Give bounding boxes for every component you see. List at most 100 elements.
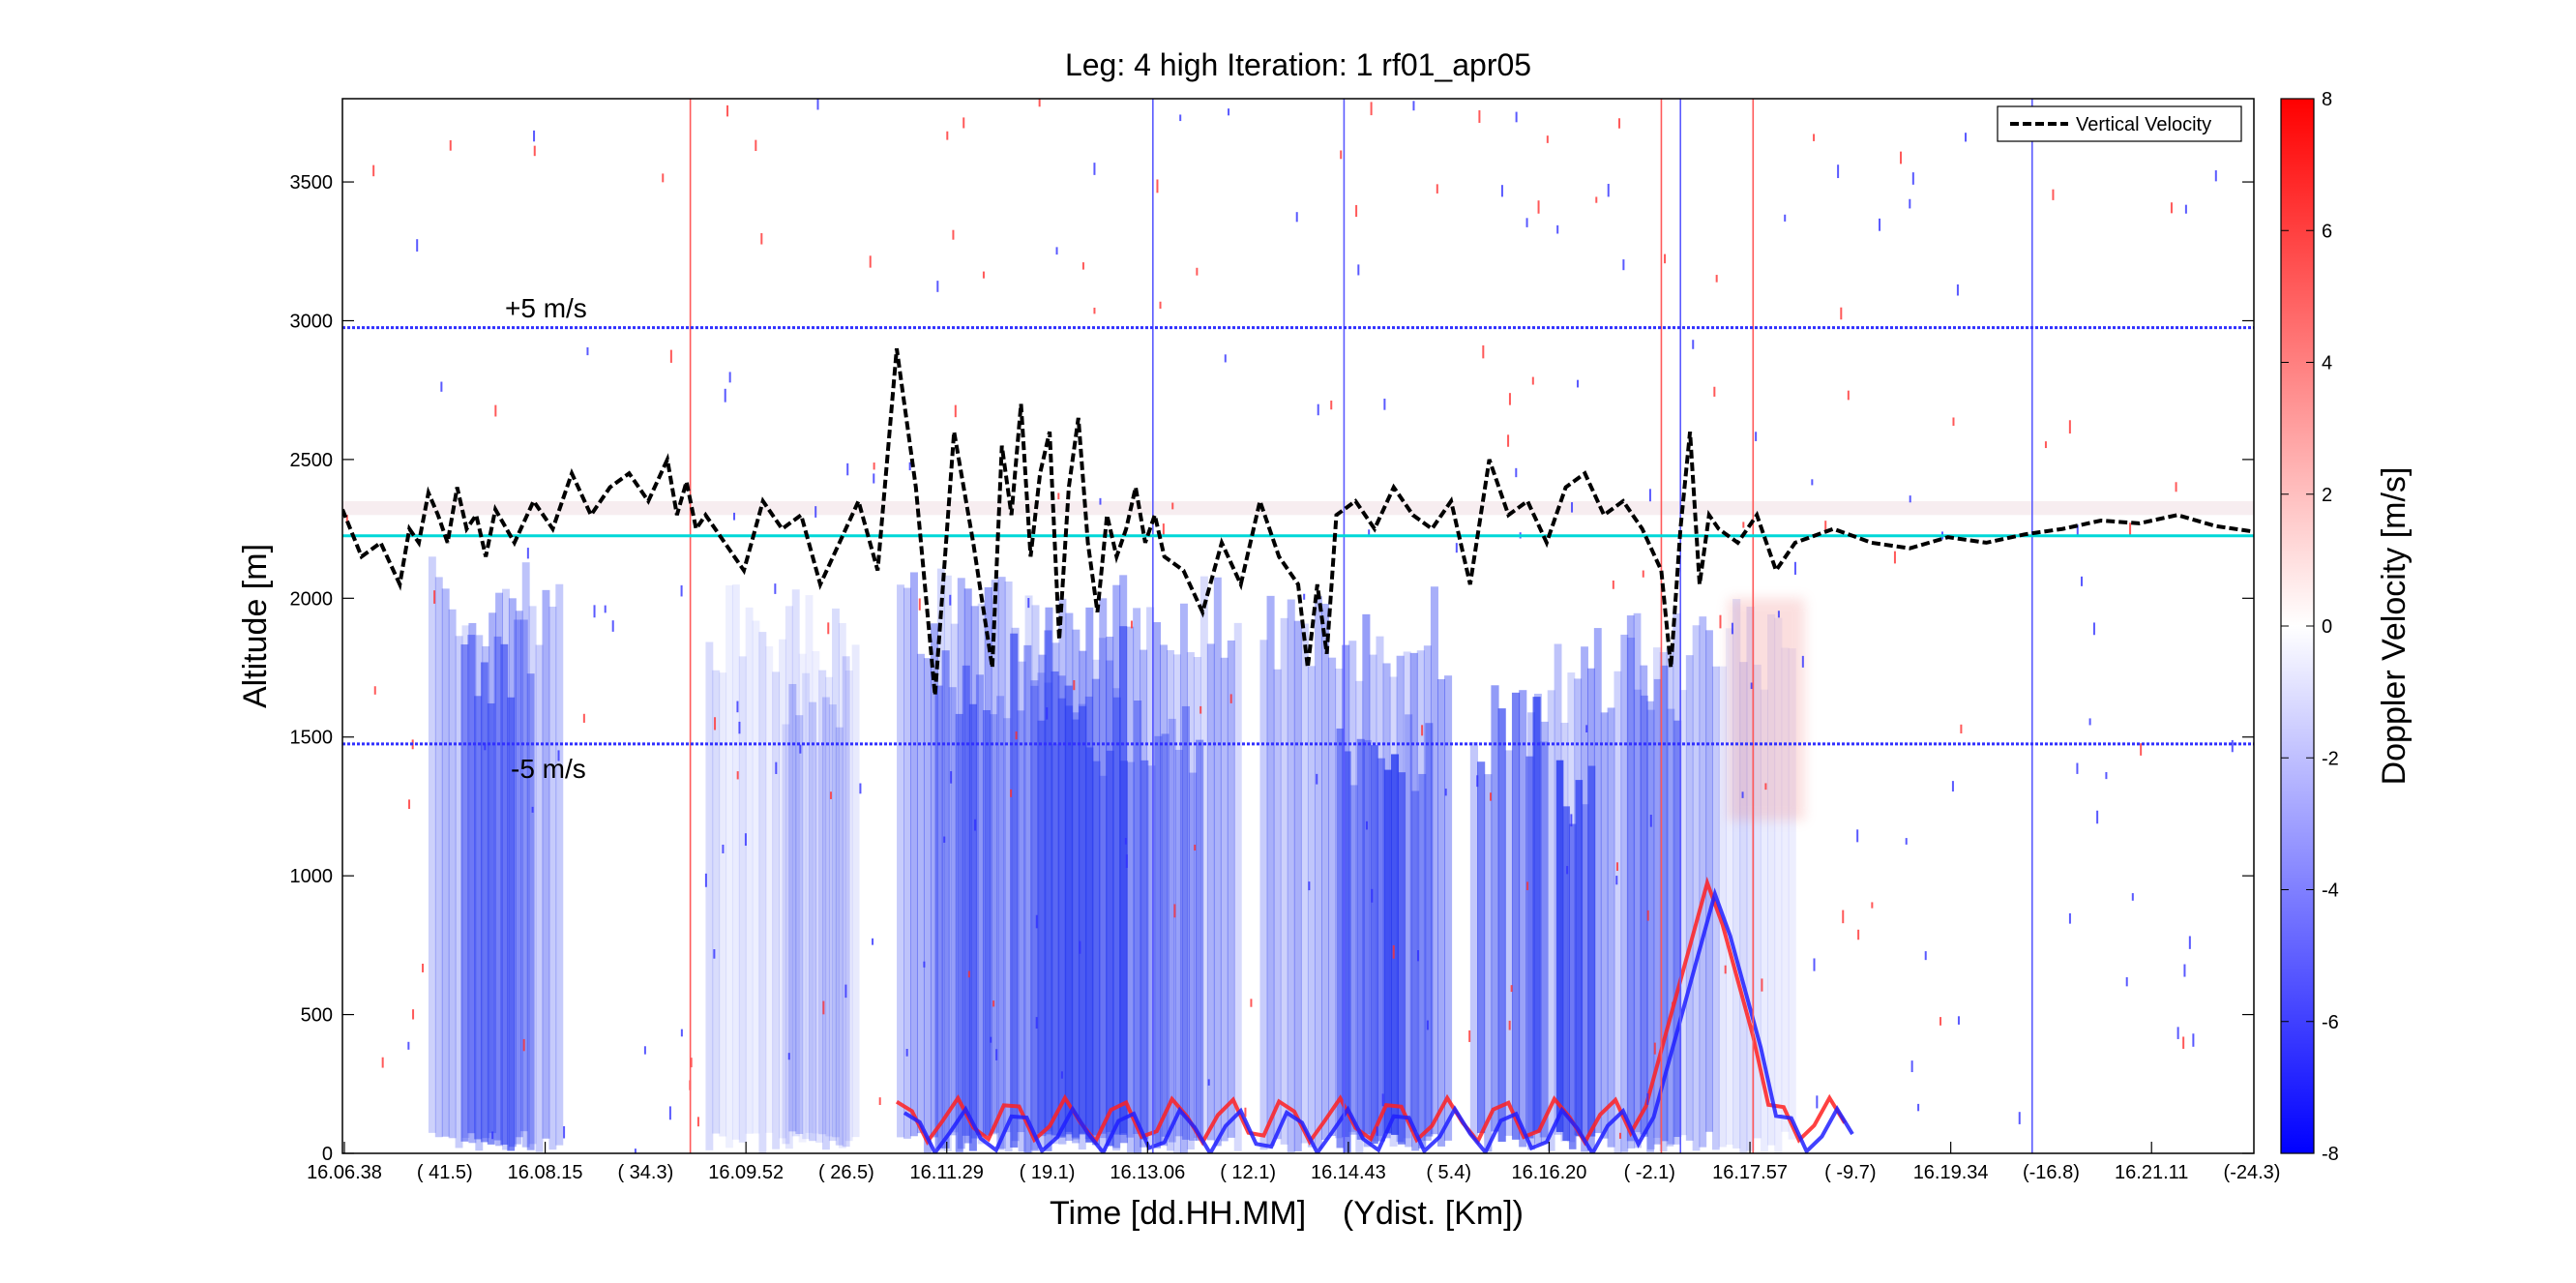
noise-speck	[1692, 340, 1695, 349]
echo-column	[1320, 604, 1330, 1141]
echo-column	[1370, 745, 1378, 1145]
noise-speck	[1317, 403, 1319, 416]
echo-column	[1099, 775, 1108, 1139]
echo-column	[805, 595, 814, 1133]
echo-column	[1627, 638, 1636, 1149]
echo-column	[1092, 761, 1101, 1136]
echo-column	[815, 745, 823, 1143]
echo-column	[455, 636, 463, 1149]
echo-column	[1273, 669, 1282, 1140]
noise-speck	[2184, 204, 2187, 214]
noise-speck	[1615, 876, 1618, 885]
echo-column	[441, 588, 450, 1137]
noise-speck	[531, 806, 534, 813]
x-tick-label: (-16.8)	[2023, 1162, 2080, 1183]
noise-speck	[634, 1149, 637, 1153]
echo-column	[495, 592, 503, 1147]
noise-speck	[1911, 172, 1914, 185]
noise-speck	[1207, 1079, 1210, 1086]
noise-speck	[372, 164, 375, 177]
noise-speck	[1093, 163, 1096, 175]
echo-column	[779, 639, 786, 1139]
noise-speck	[799, 744, 802, 754]
colorbar-label: Doppler Velocity [m/s]	[2376, 467, 2413, 786]
noise-speck	[533, 145, 536, 157]
echo-column	[1640, 665, 1648, 1135]
y-tick-label: 2500	[290, 450, 334, 471]
noise-speck	[1303, 593, 1306, 600]
noise-speck	[1196, 267, 1199, 276]
noise-speck	[1744, 1152, 1747, 1153]
noise-speck	[1871, 902, 1874, 909]
noise-speck	[1531, 376, 1534, 385]
echo-column	[1174, 749, 1183, 1137]
echo-column	[1575, 780, 1584, 1137]
noise-speck	[433, 590, 436, 604]
noise-speck	[1508, 393, 1511, 405]
noise-speck	[1081, 262, 1084, 270]
noise-speck	[2131, 893, 2134, 901]
echo-column	[1336, 728, 1345, 1149]
noise-speck	[408, 799, 411, 810]
echo-column	[1539, 741, 1548, 1138]
echo-column	[1423, 645, 1432, 1141]
noise-speck	[1392, 944, 1395, 959]
noise-speck	[1741, 791, 1744, 798]
noise-speck	[1179, 114, 1182, 122]
echo-column	[1525, 756, 1534, 1139]
echo-column	[1206, 643, 1215, 1141]
echo-column	[1607, 707, 1615, 1148]
echo-column	[1409, 652, 1418, 1132]
noise-speck	[1455, 543, 1458, 553]
colorbar-ticks: -8 -6 -4 -2 0 2 4 6 8	[2281, 89, 2339, 1165]
noise-speck	[722, 844, 725, 853]
echo-column	[1314, 596, 1322, 1149]
y-tick-label: 1000	[290, 866, 334, 887]
noise-speck	[869, 255, 872, 268]
echo-column	[1349, 785, 1358, 1135]
noise-speck	[736, 771, 739, 780]
noise-speck	[974, 819, 977, 831]
echo-column	[897, 584, 905, 1138]
echo-column	[851, 644, 860, 1138]
noise-speck	[1956, 283, 1959, 296]
echo-column	[1436, 678, 1446, 1147]
echo-column	[1666, 647, 1674, 1147]
echo-column	[1511, 692, 1521, 1140]
echo-column	[977, 603, 986, 1145]
echo-column	[1593, 628, 1602, 1134]
echo-column	[460, 644, 469, 1142]
echo-column	[1307, 666, 1316, 1148]
noise-speck	[1478, 110, 1481, 123]
echo-column	[1168, 718, 1176, 1143]
echo-column	[828, 704, 837, 1142]
noise-speck	[2092, 622, 2095, 636]
noise-speck	[1813, 958, 1816, 971]
noise-speck	[345, 515, 348, 523]
echo-column	[950, 623, 959, 1133]
echo-column	[745, 607, 754, 1134]
noise-speck	[373, 686, 376, 695]
noise-speck	[1228, 108, 1230, 116]
echo-column	[1699, 616, 1707, 1148]
noise-speck	[1368, 529, 1371, 537]
noise-speck	[995, 1049, 998, 1060]
echo-column	[1343, 751, 1351, 1152]
noise-speck	[1355, 204, 1358, 218]
echo-column	[1024, 595, 1033, 1153]
noise-speck	[1162, 523, 1165, 537]
noise-speck	[1664, 254, 1667, 264]
noise-speck	[1570, 814, 1573, 827]
echo-column	[1362, 613, 1371, 1135]
echo-column	[1581, 646, 1588, 1152]
x-axis-label: Time [dd.HH.MM] (Ydist. [Km])	[1050, 1195, 1524, 1232]
noise-speck	[1525, 218, 1528, 227]
echo-column	[1112, 688, 1121, 1151]
noise-speck	[1879, 218, 1881, 231]
echo-column	[1072, 629, 1081, 1140]
x-tick-label: ( 26.5)	[818, 1162, 874, 1183]
echo-column	[1010, 633, 1019, 1148]
echo-column	[1652, 647, 1661, 1138]
noise-speck	[1490, 792, 1493, 801]
y-tick-label: 500	[301, 1005, 333, 1027]
